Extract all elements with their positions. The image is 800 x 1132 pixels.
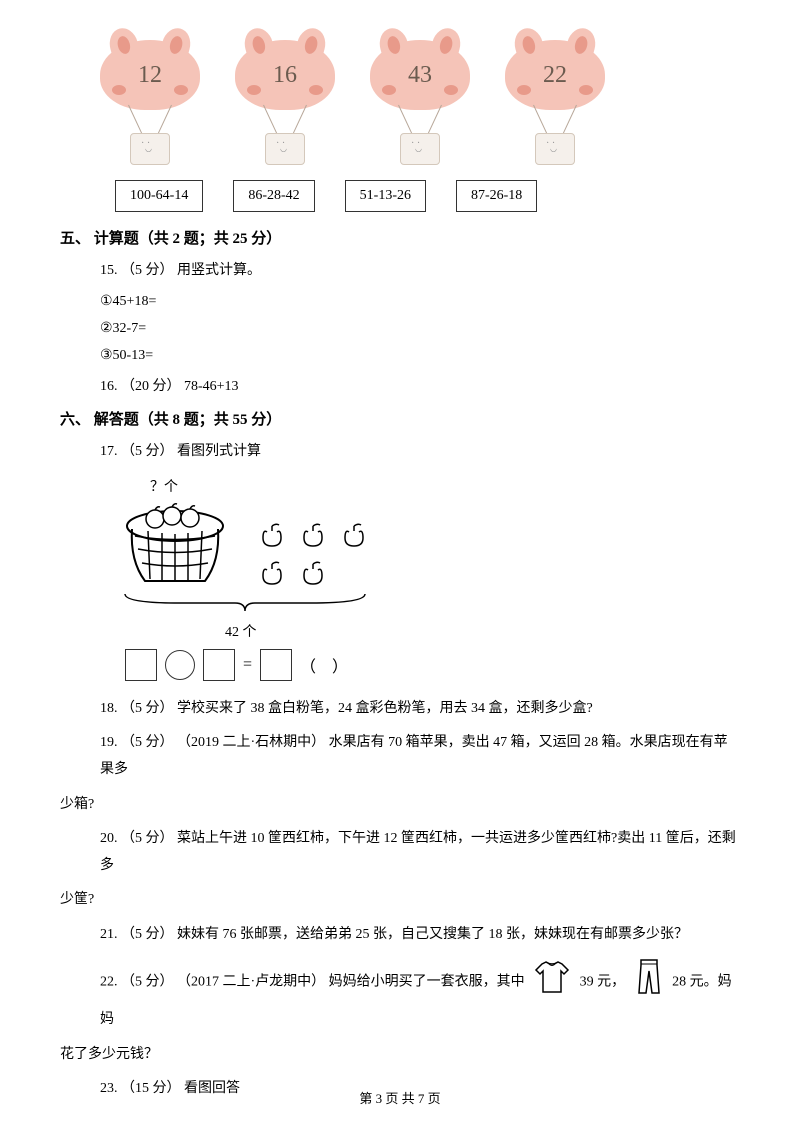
balloon-basket <box>130 133 170 165</box>
balloons-row: 12 16 43 22 <box>100 40 740 170</box>
q22-text-pre: 22. （5 分） （2017 二上·卢龙期中） 妈妈给小明买了一套衣服，其中 <box>100 974 525 989</box>
unknown-label: ？个 <box>150 476 740 496</box>
q19-cont: 少箱? <box>60 792 740 819</box>
blank-square <box>260 649 292 681</box>
curly-brace-icon <box>120 591 370 616</box>
blank-circle <box>165 650 195 680</box>
blank-square <box>125 649 157 681</box>
q20-cont: 少筐? <box>60 887 740 914</box>
blank-square <box>203 649 235 681</box>
balloon-body: 16 <box>235 40 335 110</box>
balloon-number: 16 <box>273 62 297 89</box>
apple-icon <box>337 518 372 550</box>
balloon-number: 12 <box>138 62 162 89</box>
balloon-body: 12 <box>100 40 200 110</box>
balloon-number: 43 <box>408 62 432 89</box>
balloon-body: 43 <box>370 40 470 110</box>
apples-grid <box>255 518 375 591</box>
basket-apples-group <box>120 501 740 591</box>
paren-text: （ ） <box>300 653 348 677</box>
pants-icon <box>633 957 665 1008</box>
balloon-1: 12 <box>100 40 210 170</box>
equals-sign: = <box>243 656 252 674</box>
apple-icon <box>255 518 290 550</box>
q22: 22. （5 分） （2017 二上·卢龙期中） 妈妈给小明买了一套衣服，其中 … <box>100 957 740 1034</box>
expression-box: 87-26-18 <box>456 180 537 212</box>
q18: 18. （5 分） 学校买来了 38 盒白粉笔，24 盒彩色粉笔，用去 34 盒… <box>100 696 740 723</box>
q15-item-3: ③50-13= <box>100 347 740 364</box>
q20: 20. （5 分） 菜站上午进 10 筐西红柿，下午进 12 筐西红柿，一共运进… <box>100 826 740 879</box>
balloon-basket <box>535 133 575 165</box>
q16: 16. （20 分） 78-46+13 <box>100 374 740 401</box>
q17-header: 17. （5 分） 看图列式计算 <box>100 439 740 466</box>
expression-boxes-row: 100-64-14 86-28-42 51-13-26 87-26-18 <box>115 180 740 212</box>
balloon-body: 22 <box>505 40 605 110</box>
q22-cont: 花了多少元钱？ <box>60 1042 740 1069</box>
balloon-3: 43 <box>370 40 480 170</box>
q22-shirt-price: 39 元， <box>580 974 626 989</box>
balloon-2: 16 <box>235 40 345 170</box>
expression-box: 51-13-26 <box>345 180 426 212</box>
equation-row: = （ ） <box>125 649 740 681</box>
balloon-4: 22 <box>505 40 615 170</box>
expression-box: 100-64-14 <box>115 180 203 212</box>
balloon-basket <box>400 133 440 165</box>
q15-item-1: ①45+18= <box>100 293 740 310</box>
apple-icon <box>296 556 331 588</box>
section-5-title: 五、 计算题（共 2 题；共 25 分） <box>60 227 740 248</box>
total-label: 42 个 <box>225 621 740 641</box>
page-footer: 第 3 页 共 7 页 <box>0 1088 800 1107</box>
q21: 21. （5 分） 妹妹有 76 张邮票，送给弟弟 25 张，自己又搜集了 18… <box>100 922 740 949</box>
q15-header: 15. （5 分） 用竖式计算。 <box>100 258 740 285</box>
q15-item-2: ②32-7= <box>100 320 740 337</box>
q17-figure: ？个 42 个 = （ ） <box>120 476 740 681</box>
apple-icon <box>255 556 290 588</box>
balloon-number: 22 <box>543 62 567 89</box>
basket-icon <box>120 501 230 591</box>
apple-icon <box>296 518 331 550</box>
balloon-basket <box>265 133 305 165</box>
expression-box: 86-28-42 <box>233 180 314 212</box>
q19: 19. （5 分） （2019 二上·石林期中） 水果店有 70 箱苹果，卖出 … <box>100 730 740 783</box>
shirt-icon <box>532 958 572 1007</box>
section-6-title: 六、 解答题（共 8 题；共 55 分） <box>60 408 740 429</box>
